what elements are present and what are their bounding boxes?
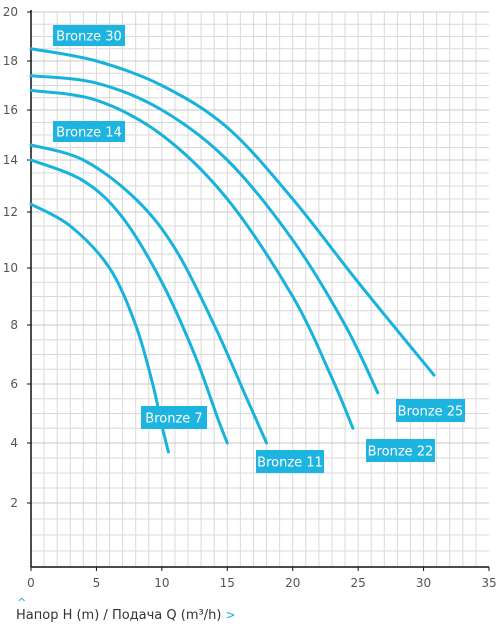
- y-tick-label: 12: [3, 205, 18, 219]
- y-tick-label: 14: [3, 153, 18, 167]
- up-arrow-icon[interactable]: ^: [17, 596, 27, 609]
- x-tick-label: 0: [27, 576, 35, 590]
- label-bronze-22: Bronze 22: [368, 445, 434, 460]
- label-box-bronze-25: [396, 399, 465, 422]
- y-tick-label: 18: [3, 54, 18, 68]
- curve-bronze-11: [29, 158, 229, 445]
- axis-caption-text: Напор H (m) / Подача Q (m³/h): [16, 608, 222, 623]
- y-tick-label: 16: [3, 103, 18, 117]
- label-box-bronze-30: [53, 25, 125, 46]
- y-tick-label: 4: [10, 436, 18, 450]
- label-box-bronze-14: [53, 121, 125, 142]
- curve-bronze-22: [29, 88, 355, 430]
- x-tick-label: 30: [416, 576, 431, 590]
- curve-bronze-25: [29, 74, 380, 395]
- curve-bronze-14: [29, 143, 269, 445]
- x-tick-label: 20: [285, 576, 300, 590]
- label-bronze-11: Bronze 11: [257, 456, 323, 471]
- y-tick-label: 8: [10, 318, 18, 332]
- y-tick-label: 20: [3, 5, 18, 19]
- x-tick-label: 35: [481, 576, 496, 590]
- x-tick-label: 25: [351, 576, 366, 590]
- y-tick-label: 10: [3, 261, 18, 275]
- label-box-bronze-7: [141, 406, 207, 429]
- x-tick-label: 5: [93, 576, 101, 590]
- x-tick-label: 15: [220, 576, 235, 590]
- y-tick-label: 2: [10, 496, 18, 510]
- curve-bronze-30: [29, 47, 436, 377]
- label-bronze-7: Bronze 7: [145, 412, 202, 427]
- label-bronze-25: Bronze 25: [398, 405, 464, 420]
- label-box-bronze-11: [256, 450, 324, 473]
- label-box-bronze-22: [366, 439, 435, 462]
- axis-caption: Напор H (m) / Подача Q (m³/h) >: [16, 608, 236, 623]
- y-tick-label: 6: [10, 377, 18, 391]
- label-bronze-30: Bronze 30: [56, 30, 122, 45]
- label-bronze-14: Bronze 14: [56, 126, 122, 141]
- chevron-right-icon[interactable]: >: [225, 608, 236, 622]
- pump-curve-chart: 2 4 6 8 10 12 14 16 18 20 0 5 10 15 20 25 30 35 Bronze 30 B…: [3, 5, 497, 590]
- x-tick-label: 10: [154, 576, 169, 590]
